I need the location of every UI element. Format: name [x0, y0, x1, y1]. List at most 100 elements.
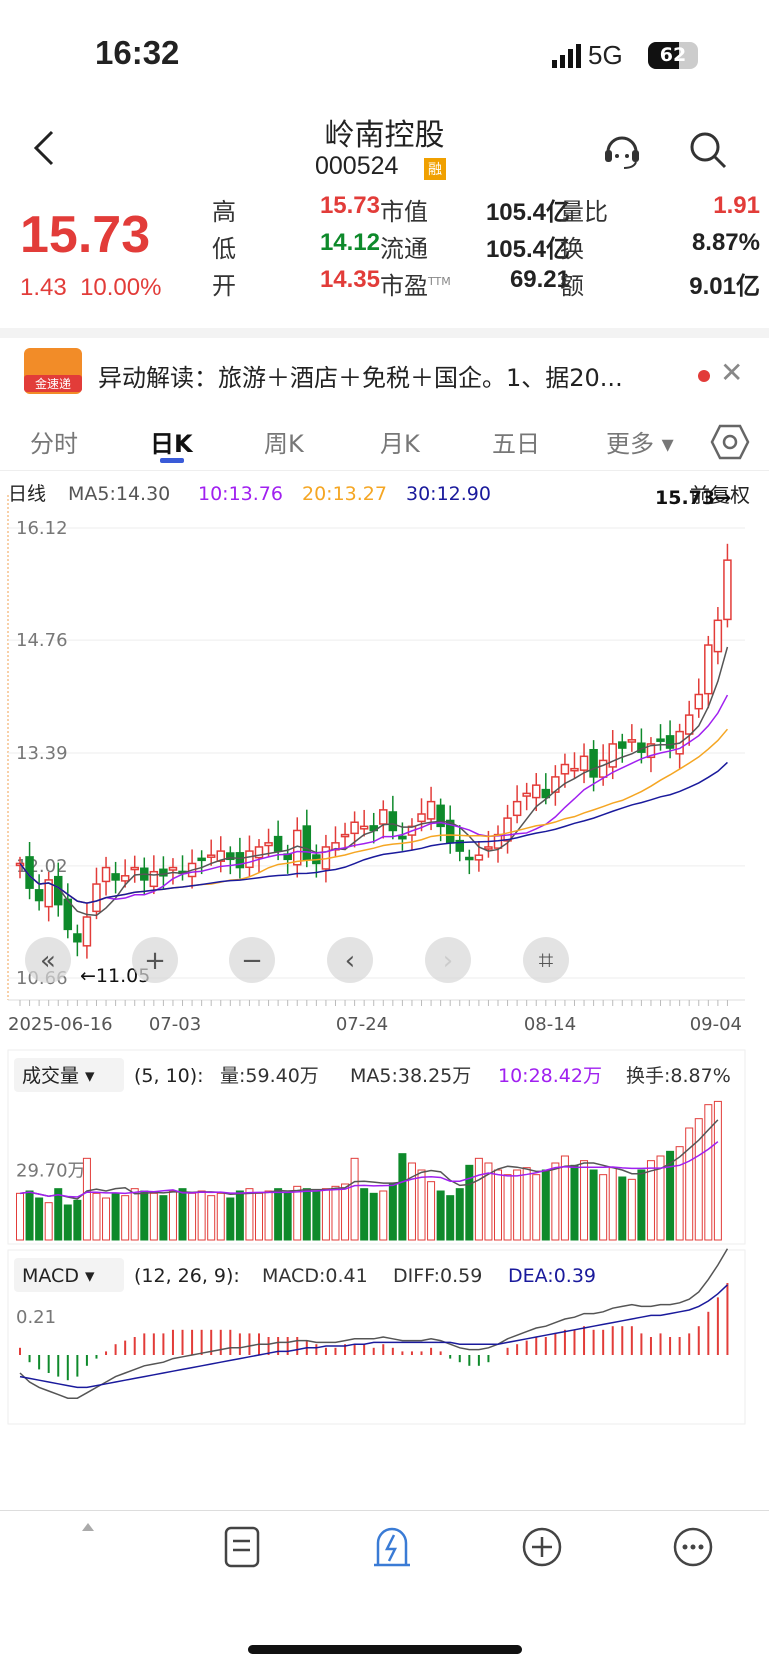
- news-banner[interactable]: 金速递 异动解读：旅游＋酒店＋免税＋国企。1、据20... ✕: [0, 340, 769, 404]
- candle: [168, 866, 178, 871]
- volume-bar: [140, 1190, 149, 1241]
- x-tick: 2025-06-16: [8, 1014, 113, 1035]
- volume-bar: [446, 1195, 455, 1241]
- ma30-line: [19, 761, 728, 904]
- macd-y-tick: 0.21: [16, 1307, 56, 1328]
- chart-control-3[interactable]: [327, 937, 373, 983]
- x-tick: 09-04: [690, 1014, 742, 1035]
- ma30-label: 30:12.90: [406, 483, 491, 505]
- volume-bar: [197, 1190, 206, 1241]
- volume-bar: [111, 1192, 120, 1241]
- banner-text: 异动解读：旅游＋酒店＋免税＋国企。1、据20...: [98, 364, 623, 392]
- battery-level: 62: [659, 44, 687, 66]
- battery-icon: 62: [648, 42, 698, 69]
- candle: [216, 850, 226, 862]
- candle: [82, 916, 92, 947]
- volume-bar: [207, 1195, 216, 1241]
- volume-bar: [541, 1169, 550, 1241]
- y-tick: 13.39: [16, 743, 68, 764]
- volume-bar: [283, 1192, 292, 1241]
- kline-chart[interactable]: 日线 MA5:14.30 10:13.76 20:13.27 30:12.90 前复权 16…: [0, 470, 769, 1490]
- macd-value: MACD:0.41: [262, 1265, 368, 1287]
- candle: [656, 738, 665, 742]
- tab-5[interactable]: 更多 ▾: [606, 430, 674, 458]
- stat-label: 低: [212, 235, 236, 263]
- chart-control-2[interactable]: [229, 937, 275, 983]
- volume-bar: [255, 1192, 263, 1241]
- volume-bar: [302, 1188, 311, 1241]
- stat-label: 量比: [560, 198, 608, 226]
- network-type: 5G: [588, 40, 623, 70]
- candle: [273, 835, 283, 852]
- chart-control-0[interactable]: [25, 937, 71, 983]
- candle: [197, 857, 206, 862]
- candle: [159, 868, 168, 877]
- volume-bar: [704, 1104, 713, 1241]
- chart-control-icon: «: [40, 946, 56, 976]
- close-icon[interactable]: ✕: [720, 356, 744, 389]
- settings-icon[interactable]: [710, 422, 750, 462]
- ma5-label: MA5:14.30: [68, 483, 170, 505]
- tab-1[interactable]: 日K: [150, 430, 193, 458]
- volume-bar: [436, 1190, 445, 1241]
- tab-4[interactable]: 五日: [492, 430, 540, 458]
- candle: [101, 866, 111, 883]
- nav-more[interactable]: [633, 1525, 753, 1574]
- headset-icon[interactable]: [600, 128, 644, 172]
- adjust-label: 前复权: [690, 483, 750, 507]
- diff-line: [19, 1248, 729, 1399]
- chart-control-1[interactable]: [132, 937, 178, 983]
- tab-0[interactable]: 分时: [30, 430, 78, 458]
- volume-ma5-line: [19, 1119, 719, 1200]
- stat-value: 105.4亿: [485, 199, 570, 226]
- candle: [465, 856, 474, 861]
- current-price: 15.73: [20, 206, 151, 264]
- stat-value: 8.87%: [691, 229, 760, 256]
- tab-3[interactable]: 月K: [380, 430, 420, 458]
- stat-label: 额: [560, 272, 584, 300]
- candle: [417, 813, 426, 823]
- candle: [206, 854, 216, 858]
- volume-selector: 成交量 ▾: [22, 1065, 95, 1087]
- candle: [149, 870, 159, 888]
- candle: [665, 735, 675, 749]
- volume-bar: [388, 1183, 397, 1241]
- chart-control-icon: +: [144, 946, 166, 976]
- expand-icon[interactable]: [82, 1523, 94, 1531]
- chart-control-icon: ‹: [345, 946, 355, 976]
- candle: [579, 755, 589, 771]
- volume-bar: [54, 1188, 63, 1241]
- volume-bar: [694, 1118, 703, 1241]
- volume-params: (5, 10):: [134, 1065, 204, 1087]
- volume-bar: [341, 1183, 350, 1241]
- volume-bar: [159, 1195, 168, 1241]
- nav-order[interactable]: [182, 1525, 302, 1574]
- search-icon[interactable]: [688, 130, 728, 170]
- tab-2[interactable]: 周K: [264, 430, 304, 458]
- candle: [436, 804, 445, 828]
- volume-bar: [92, 1192, 101, 1241]
- stat-value: 15.73: [319, 192, 380, 219]
- volume-bar: [35, 1197, 44, 1241]
- candle: [570, 767, 579, 772]
- volume-bar: [713, 1100, 722, 1241]
- plus-circle-icon: [522, 1527, 562, 1567]
- nav-monitor[interactable]: [332, 1525, 452, 1574]
- candle: [551, 776, 560, 793]
- y-tick: 14.76: [16, 630, 68, 651]
- volume-bar: [474, 1157, 483, 1241]
- signal-icon: [552, 44, 581, 68]
- tab-underline: [160, 458, 184, 463]
- candle: [226, 852, 235, 861]
- stat-value: 69.21: [509, 266, 570, 293]
- volume-bar: [168, 1190, 177, 1241]
- volume-bar: [245, 1188, 254, 1241]
- back-icon[interactable]: [32, 128, 56, 168]
- stat-value: 14.12: [319, 229, 380, 256]
- x-tick: 07-24: [336, 1014, 388, 1035]
- chart-control-5[interactable]: [523, 937, 569, 983]
- candle: [426, 800, 436, 820]
- bottom-nav: [0, 1510, 769, 1665]
- chart-control-4[interactable]: [425, 937, 471, 983]
- nav-add-watch[interactable]: [482, 1525, 602, 1574]
